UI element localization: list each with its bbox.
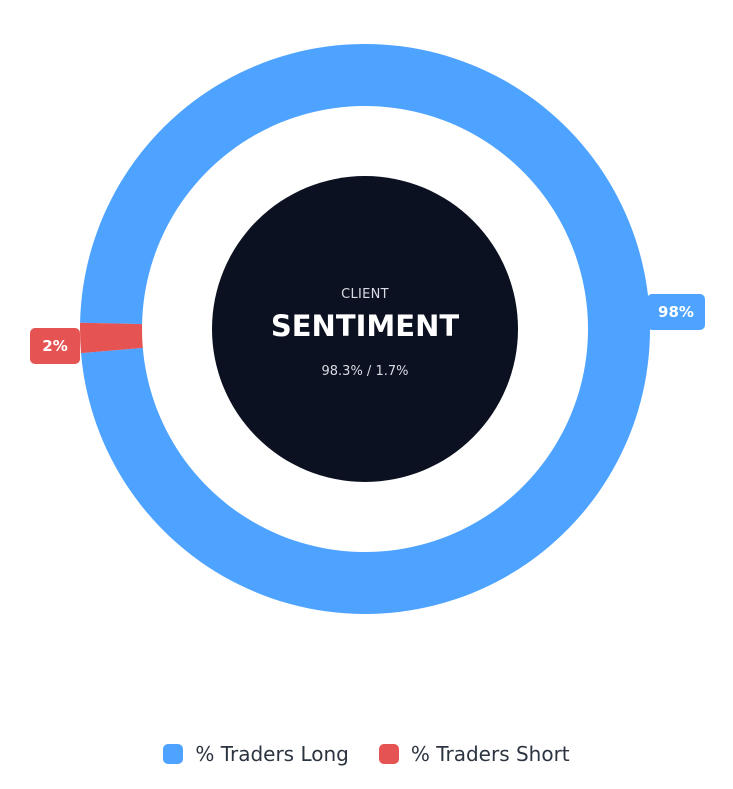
value-label-long-text: 98% — [658, 303, 694, 321]
legend-item-short[interactable]: % Traders Short — [378, 742, 570, 766]
donut-slices — [80, 43, 650, 614]
center-disc — [212, 176, 518, 482]
legend: % Traders Long % Traders Short — [0, 742, 733, 766]
value-label-short-box — [30, 328, 80, 364]
center-label-ratio: 98.3% / 1.7% — [322, 364, 409, 379]
legend-item-long[interactable]: % Traders Long — [163, 742, 349, 766]
value-label-long: 98% — [647, 294, 705, 330]
value-label-short-text: 2% — [42, 337, 67, 355]
legend-label-long: % Traders Long — [195, 742, 349, 766]
legend-swatch-short — [378, 744, 399, 764]
legend-swatch-long — [163, 744, 184, 764]
center-label-main: SENTIMENT — [271, 309, 459, 343]
slice-labels: 98% 2% — [30, 294, 705, 364]
slice-short[interactable] — [80, 322, 143, 354]
value-label-short: 2% — [30, 328, 80, 364]
center-label-top: CLIENT — [341, 287, 389, 302]
legend-label-short: % Traders Short — [410, 742, 570, 766]
value-label-long-box — [647, 294, 705, 330]
